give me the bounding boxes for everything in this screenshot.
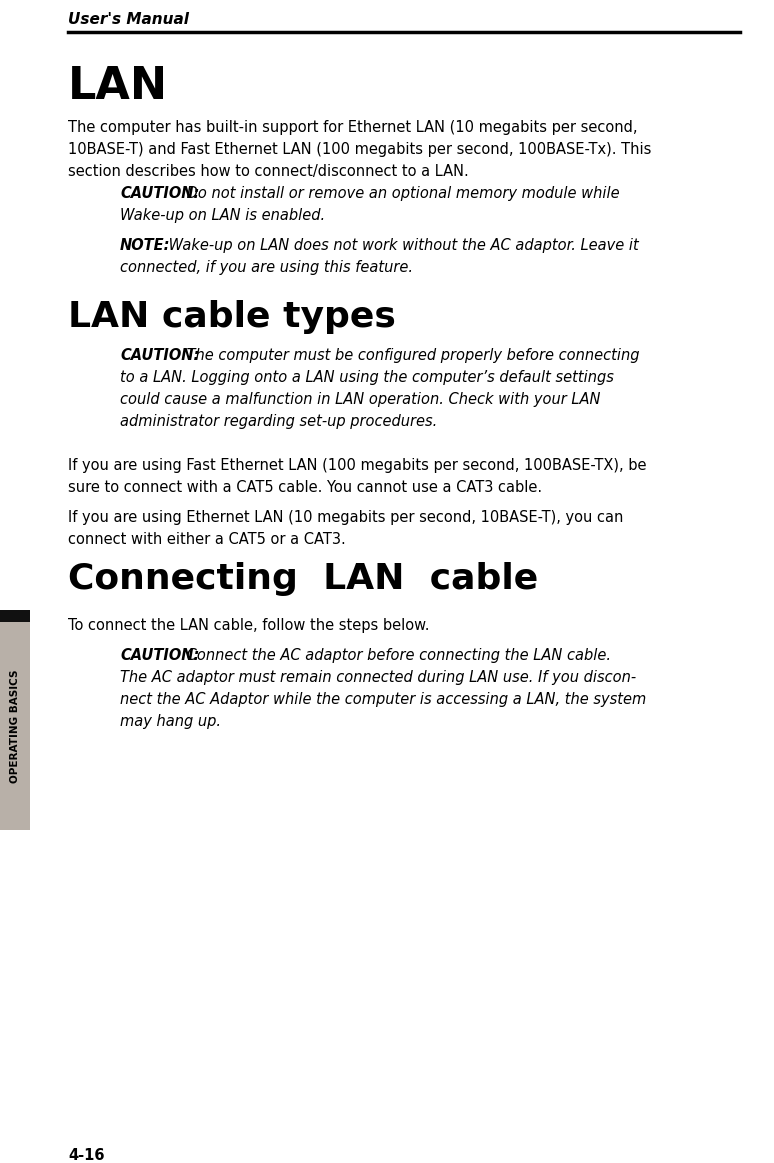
Text: to a LAN. Logging onto a LAN using the computer’s default settings: to a LAN. Logging onto a LAN using the c…: [120, 370, 614, 385]
Text: If you are using Fast Ethernet LAN (100 megabits per second, 100BASE-TX), be: If you are using Fast Ethernet LAN (100 …: [68, 458, 646, 473]
Text: CAUTION:: CAUTION:: [120, 348, 200, 363]
Bar: [0, 622, 30, 830]
Text: section describes how to connect/disconnect to a LAN.: section describes how to connect/disconn…: [68, 164, 469, 179]
Text: could cause a malfunction in LAN operation. Check with your LAN: could cause a malfunction in LAN operati…: [120, 392, 601, 407]
Text: 4-16: 4-16: [68, 1148, 104, 1163]
Text: CAUTION:: CAUTION:: [120, 186, 200, 201]
Text: To connect the LAN cable, follow the steps below.: To connect the LAN cable, follow the ste…: [68, 618, 430, 633]
Text: NOTE:: NOTE:: [120, 238, 170, 254]
Text: Connecting  LAN  cable: Connecting LAN cable: [68, 562, 538, 595]
Text: Wake-up on LAN is enabled.: Wake-up on LAN is enabled.: [120, 208, 325, 223]
Text: connect with either a CAT5 or a CAT3.: connect with either a CAT5 or a CAT3.: [68, 531, 346, 547]
Text: LAN cable types: LAN cable types: [68, 300, 396, 334]
Text: may hang up.: may hang up.: [120, 714, 221, 729]
Text: administrator regarding set-up procedures.: administrator regarding set-up procedure…: [120, 414, 437, 429]
Text: CAUTION:: CAUTION:: [120, 648, 200, 663]
Text: User's Manual: User's Manual: [68, 12, 189, 27]
Text: The computer must be configured properly before connecting: The computer must be configured properly…: [182, 348, 639, 363]
Text: The computer has built-in support for Ethernet LAN (10 megabits per second,: The computer has built-in support for Et…: [68, 120, 638, 135]
Text: LAN: LAN: [68, 65, 168, 108]
Bar: [0, 611, 30, 622]
Text: 10BASE-T) and Fast Ethernet LAN (100 megabits per second, 100BASE-Tx). This: 10BASE-T) and Fast Ethernet LAN (100 meg…: [68, 142, 652, 157]
Text: Wake-up on LAN does not work without the AC adaptor. Leave it: Wake-up on LAN does not work without the…: [164, 238, 639, 254]
Text: If you are using Ethernet LAN (10 megabits per second, 10BASE-T), you can: If you are using Ethernet LAN (10 megabi…: [68, 511, 623, 525]
Text: Connect the AC adaptor before connecting the LAN cable.: Connect the AC adaptor before connecting…: [182, 648, 611, 663]
Text: connected, if you are using this feature.: connected, if you are using this feature…: [120, 261, 413, 274]
Text: sure to connect with a CAT5 cable. You cannot use a CAT3 cable.: sure to connect with a CAT5 cable. You c…: [68, 480, 542, 495]
Text: OPERATING BASICS: OPERATING BASICS: [10, 669, 20, 783]
Text: nect the AC Adaptor while the computer is accessing a LAN, the system: nect the AC Adaptor while the computer i…: [120, 692, 646, 707]
Text: Do not install or remove an optional memory module while: Do not install or remove an optional mem…: [182, 186, 620, 201]
Text: The AC adaptor must remain connected during LAN use. If you discon-: The AC adaptor must remain connected dur…: [120, 670, 636, 685]
